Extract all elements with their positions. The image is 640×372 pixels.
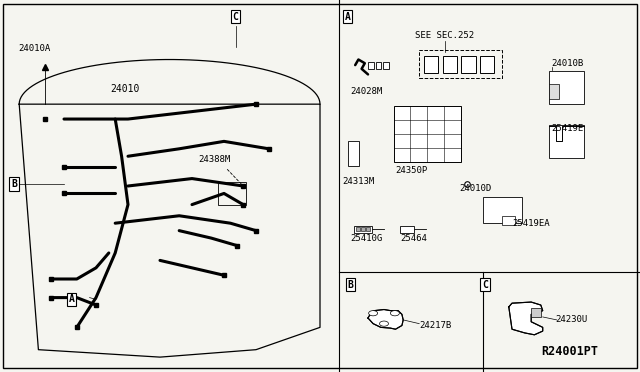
Circle shape xyxy=(390,311,399,316)
Bar xyxy=(419,50,502,78)
Bar xyxy=(443,56,457,73)
Text: 25464: 25464 xyxy=(400,234,427,243)
Bar xyxy=(400,226,414,232)
Bar xyxy=(461,56,476,73)
Text: 24028M: 24028M xyxy=(351,87,383,96)
Bar xyxy=(218,182,246,205)
Text: 24388M: 24388M xyxy=(198,155,230,164)
Text: 25419E: 25419E xyxy=(552,124,584,133)
Bar xyxy=(394,106,461,162)
Bar xyxy=(549,125,584,158)
Bar xyxy=(549,71,584,104)
Bar xyxy=(549,84,559,99)
Bar xyxy=(356,227,360,231)
Text: 24217B: 24217B xyxy=(419,321,451,330)
Text: 25419EA: 25419EA xyxy=(512,219,550,228)
Circle shape xyxy=(380,321,388,326)
Text: 24010A: 24010A xyxy=(18,44,50,53)
Text: 25410G: 25410G xyxy=(351,234,383,243)
Text: 24010B: 24010B xyxy=(552,59,584,68)
Bar xyxy=(361,227,365,231)
Text: 24230U: 24230U xyxy=(556,315,588,324)
Polygon shape xyxy=(368,310,403,329)
Bar xyxy=(366,227,370,231)
Bar xyxy=(480,56,494,73)
Polygon shape xyxy=(509,302,543,335)
Text: R24001PT: R24001PT xyxy=(541,345,598,358)
Text: 24313M: 24313M xyxy=(342,177,374,186)
Text: 24350P: 24350P xyxy=(396,166,428,175)
Bar xyxy=(531,308,541,317)
Bar xyxy=(368,62,374,69)
Text: 24010: 24010 xyxy=(110,84,140,94)
Bar xyxy=(376,62,381,69)
Bar xyxy=(483,197,522,223)
Text: C: C xyxy=(482,280,488,289)
Text: C: C xyxy=(232,12,239,22)
Bar xyxy=(383,62,389,69)
Text: A: A xyxy=(68,295,75,304)
Bar xyxy=(502,216,515,225)
Bar xyxy=(348,141,359,166)
Text: B: B xyxy=(348,280,354,289)
Text: SEE SEC.252: SEE SEC.252 xyxy=(415,31,474,40)
Text: A: A xyxy=(344,12,351,22)
Circle shape xyxy=(369,311,378,316)
Bar xyxy=(424,56,438,73)
Text: B: B xyxy=(11,179,17,189)
Text: 24010D: 24010D xyxy=(459,185,491,193)
Bar xyxy=(354,226,372,232)
